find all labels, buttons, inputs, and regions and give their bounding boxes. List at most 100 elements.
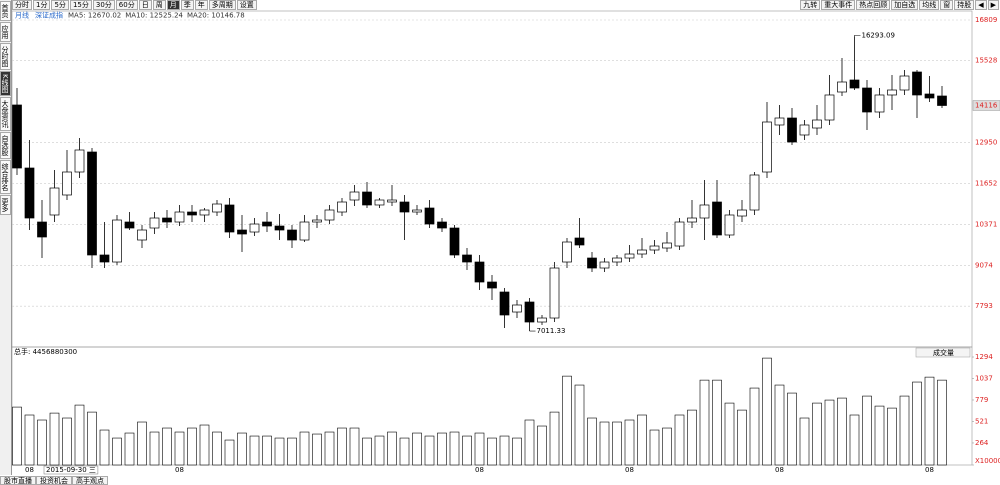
side-tab[interactable]: 更多 <box>0 194 11 215</box>
candle-body <box>449 227 460 256</box>
volume-bar <box>687 409 697 466</box>
candle-body <box>124 221 135 229</box>
candle-body <box>799 124 810 136</box>
y-tick-label: 521 <box>975 418 988 426</box>
bottom-tab[interactable]: 投资机会 <box>36 476 72 485</box>
cursor-date-box <box>43 465 99 475</box>
tool-button[interactable]: 重大事件 <box>821 0 856 10</box>
tool-button[interactable]: ◀ <box>975 0 987 10</box>
period-button[interactable]: 15分 <box>69 0 92 10</box>
candle-body <box>849 79 860 89</box>
volume-bar <box>937 379 947 466</box>
x-tick-label: 08 <box>925 466 934 474</box>
side-tab[interactable]: 综合排名 <box>0 159 11 194</box>
volume-bar <box>99 429 110 466</box>
candle-body <box>387 199 397 203</box>
candle-body <box>487 281 497 289</box>
volume-bar <box>187 427 197 466</box>
volume-bar <box>799 417 810 466</box>
min-label: 7011.33 <box>537 327 566 335</box>
volume-bar <box>174 431 185 466</box>
volume-bar <box>87 411 97 466</box>
period-button[interactable]: 60分 <box>115 0 138 10</box>
ma-label: MA20: 10146.78 <box>187 12 245 20</box>
side-tab[interactable]: 大盘资讯 <box>0 96 11 131</box>
volume-bar <box>149 431 160 466</box>
volume-bar <box>224 439 235 466</box>
candle-body <box>899 75 910 91</box>
period-button[interactable]: 分时 <box>12 0 32 10</box>
candle-body <box>249 223 260 233</box>
volume-bar <box>749 387 760 466</box>
candle-body <box>624 253 635 259</box>
indicator-button[interactable] <box>915 347 971 358</box>
period-button[interactable]: 5分 <box>51 0 69 10</box>
volume-bar <box>362 437 372 466</box>
period-button[interactable]: 30分 <box>92 0 115 10</box>
candle-body <box>724 214 735 236</box>
volume-bar <box>337 427 347 466</box>
period-button[interactable]: 年 <box>194 0 208 10</box>
candle-body <box>562 241 572 263</box>
period-button[interactable]: 季 <box>180 0 194 10</box>
candle-body <box>774 117 785 126</box>
tool-button[interactable]: 热点回顾 <box>856 0 891 10</box>
tool-button[interactable]: 窗 <box>940 0 954 10</box>
tool-button[interactable]: 加自选 <box>891 0 919 10</box>
volume-bar <box>787 392 797 466</box>
volume-bar <box>924 376 935 466</box>
volume-bar <box>437 432 447 466</box>
side-tab[interactable]: 应用 <box>0 22 11 42</box>
tool-button[interactable]: ▶ <box>987 0 999 10</box>
candle-body <box>187 211 197 216</box>
candle-body <box>674 221 685 247</box>
candle-body <box>924 93 935 99</box>
side-tab[interactable]: 分时图 <box>0 43 11 70</box>
tool-button[interactable]: 均线 <box>919 0 940 10</box>
period-label: 月线 <box>15 11 29 20</box>
candle-body <box>499 291 510 316</box>
period-button[interactable]: 日 <box>138 0 152 10</box>
bottom-tab[interactable]: 股市直播 <box>0 476 36 485</box>
volume-bar <box>74 404 85 466</box>
volume-bar <box>524 419 535 466</box>
candle-body <box>399 201 410 213</box>
x-tick-label: 08 <box>775 466 784 474</box>
candle-body <box>649 245 660 251</box>
volume-bar <box>912 381 922 466</box>
side-tab[interactable]: 自选股 <box>0 131 11 159</box>
candle-body <box>24 167 35 219</box>
volume-bar <box>474 432 485 466</box>
candle-body <box>237 229 247 235</box>
candle-body <box>287 229 297 241</box>
candle-body <box>224 204 235 233</box>
side-tab[interactable]: K线图 <box>0 71 11 96</box>
period-button[interactable]: 月 <box>166 0 180 10</box>
period-button[interactable]: 周 <box>152 0 166 10</box>
volume-bar <box>112 437 122 466</box>
tool-button[interactable]: 持股 <box>954 0 975 10</box>
period-button[interactable]: 多周期 <box>208 0 236 10</box>
candle-body <box>474 261 485 283</box>
period-button[interactable]: 设置 <box>236 0 257 10</box>
volume-bar <box>299 431 310 466</box>
candle-body <box>362 191 372 206</box>
candle-body <box>162 217 172 223</box>
volume-bar <box>324 431 335 466</box>
candle-body <box>512 304 522 313</box>
last-price-box <box>972 100 1000 111</box>
volume-bar <box>262 435 272 466</box>
volume-bar <box>412 432 422 466</box>
candle-body <box>99 254 110 263</box>
volume-bar <box>387 431 397 466</box>
candle-body <box>587 257 597 269</box>
candle-body <box>762 121 772 173</box>
volume-bar <box>249 435 260 466</box>
bottom-tab[interactable]: 高手观点 <box>72 476 108 485</box>
side-tab[interactable]: 首页 <box>0 1 11 21</box>
period-button[interactable]: 1分 <box>33 0 51 10</box>
volume-bar <box>712 379 722 466</box>
tool-button[interactable]: 九转 <box>800 0 821 10</box>
candle-body <box>537 317 547 323</box>
